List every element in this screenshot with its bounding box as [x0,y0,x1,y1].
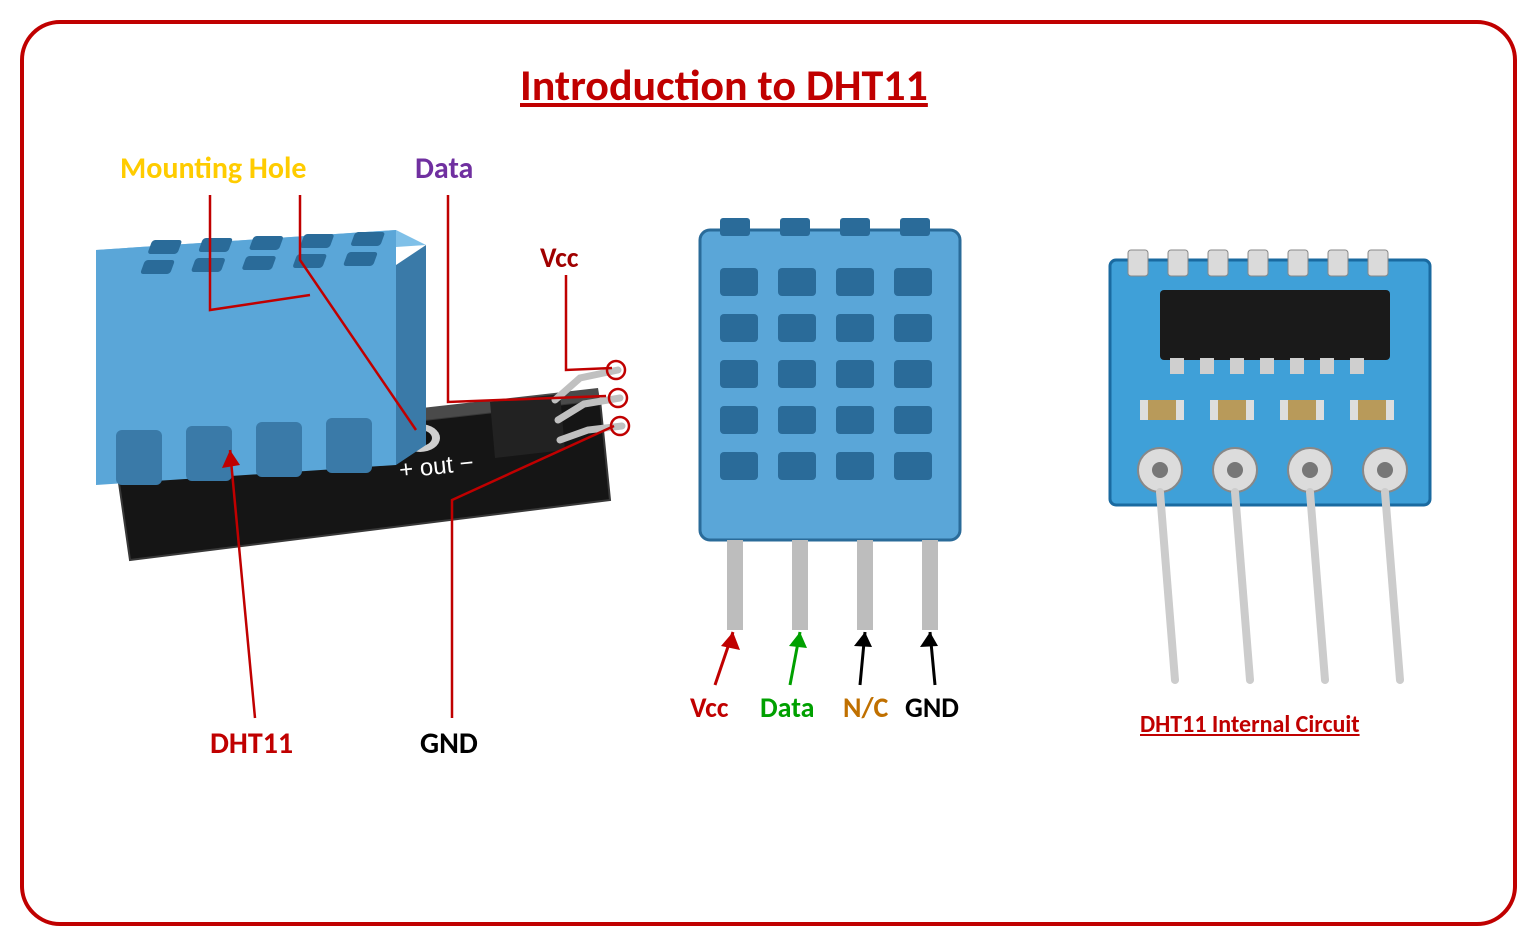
label-mounting-hole: Mounting Hole [120,150,306,187]
label-vcc: Vcc [540,240,579,275]
pinout-label-vcc: Vcc [690,690,729,725]
label-data: Data [415,150,473,187]
label-dht11: DHT11 [210,725,293,762]
pinout-label-data: Data [760,690,814,725]
pinout-label-nc: N/C [843,690,888,725]
internal-circuit-caption: DHT11 Internal Circuit [1140,710,1360,739]
label-gnd: GND [420,725,478,762]
diagram-title: Introduction to DHT11 [520,58,928,112]
pinout-label-gnd: GND [905,690,959,725]
